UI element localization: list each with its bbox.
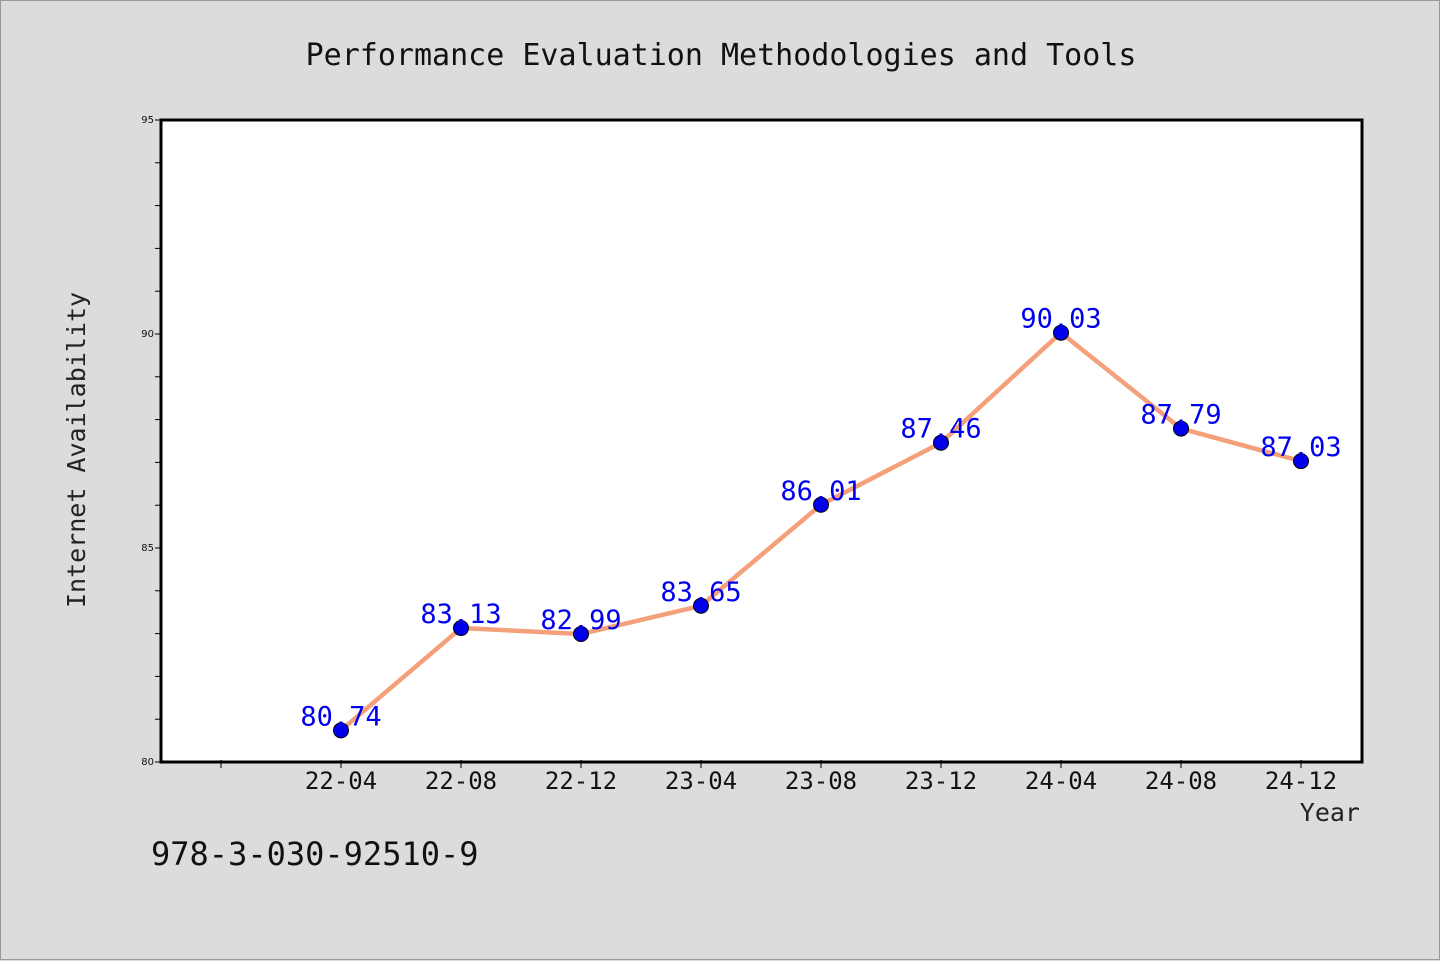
data-labels: 80.74 83.13 82.99 83.65 86.01 87.46 90.03 87.79… — [300, 304, 1341, 733]
data-markers — [333, 324, 1309, 739]
y-tick-label: 85 — [141, 543, 154, 554]
data-point — [453, 620, 469, 637]
x-axis-ticks: 22-04 22-08 22-12 23-04 23-08 23-12 24-04 24-08… — [220, 760, 1337, 795]
chart-title: Performance Evaluation Methodologies and… — [306, 38, 1137, 73]
data-point — [1293, 453, 1309, 470]
x-tick-label: 24-08 — [1145, 767, 1217, 795]
data-point — [933, 434, 949, 451]
data-label: 90.03 — [1020, 304, 1101, 335]
data-label: 80.74 — [300, 701, 381, 732]
x-tick-label: 23-12 — [905, 767, 977, 795]
isbn-footer: 978-3-030-92510-9 — [151, 835, 479, 873]
data-label: 86.01 — [780, 476, 861, 507]
data-label: 87.03 — [1260, 432, 1341, 463]
y-tick-label: 80 — [141, 757, 154, 768]
data-point — [813, 496, 829, 513]
data-label: 82.99 — [540, 605, 621, 636]
data-point — [573, 626, 589, 643]
data-point — [1173, 420, 1189, 437]
x-tick-label: 24-12 — [1265, 767, 1337, 795]
x-tick-label: 24-04 — [1025, 767, 1097, 795]
x-tick-label: 22-08 — [425, 767, 497, 795]
y-axis-label: Internet Availability — [62, 292, 91, 608]
y-tick-label: 90 — [141, 329, 154, 340]
x-tick-label: 23-08 — [785, 767, 857, 795]
y-tick-label: 95 — [141, 115, 154, 126]
plot-area — [159, 118, 1364, 764]
x-tick-label: 22-04 — [305, 767, 377, 795]
data-label: 83.65 — [660, 577, 741, 608]
data-label: 87.46 — [900, 414, 981, 445]
y-minor-ticks — [155, 162, 161, 720]
data-point — [693, 597, 709, 614]
data-point — [333, 722, 349, 739]
x-tick-label: 22-12 — [545, 767, 617, 795]
data-point — [1053, 324, 1069, 341]
data-label: 87.79 — [1140, 400, 1221, 431]
x-tick-label: 23-04 — [665, 767, 737, 795]
x-axis-label: Year — [1300, 798, 1360, 827]
data-label: 83.13 — [420, 599, 501, 630]
y-axis-ticks: 80 85 90 95 — [141, 115, 161, 768]
